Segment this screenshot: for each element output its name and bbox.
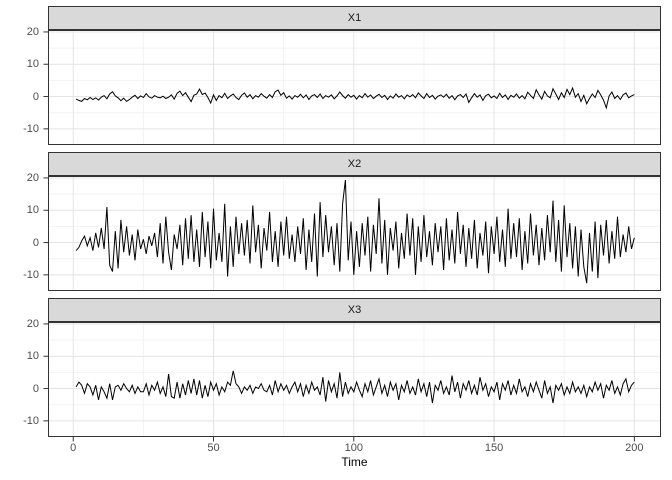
panel-background [48,322,661,437]
panel-background [48,176,661,291]
y-tick-label: 10 [26,204,39,217]
facet-strip-x3: X3 [48,298,661,322]
x-tick-label: 150 [484,442,504,454]
panel-background [48,30,661,145]
y-tick-label: 0 [32,236,39,249]
facet-strip-label: X3 [347,304,362,316]
y-tick-label: -10 [23,414,39,427]
facet-strip-label: X1 [347,12,362,24]
x-tick-label: 200 [625,442,644,454]
panel-border [48,322,661,437]
x-tick-label: 100 [344,442,363,454]
panel-border [48,30,661,145]
facet-strip-label: X2 [347,158,362,170]
y-tick-label: 20 [26,171,39,184]
facet-strip-x1: X1 [48,6,661,30]
y-tick-label: 0 [32,382,39,395]
series-line-X1 [75,86,635,110]
y-tick-label: -10 [23,268,39,281]
y-tick-label: 10 [26,58,39,71]
panel-border [48,176,661,291]
y-tick-label: -10 [23,122,39,135]
series-line-X2 [75,179,635,284]
y-tick-label: 0 [32,90,39,103]
series-line-X3 [75,370,635,404]
x-tick-label: 50 [207,442,220,454]
x-tick-label: 0 [70,442,77,454]
y-tick-label: 10 [26,350,39,363]
y-tick-label: 20 [26,25,39,38]
facet-strip-x2: X2 [48,152,661,176]
x-axis-title: Time [341,455,368,469]
y-tick-label: 20 [26,317,39,330]
